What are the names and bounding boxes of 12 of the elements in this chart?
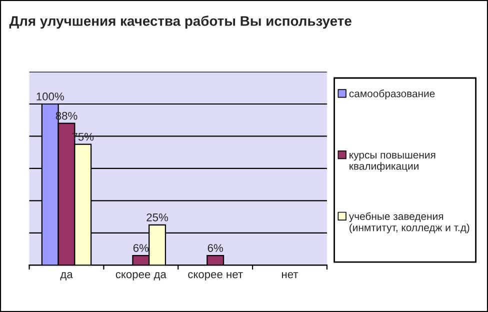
x-tick-label: скорее да [116,272,166,280]
data-label: 100% [36,92,64,100]
x-tick-label: да [60,272,73,280]
x-tick-label: скорее нет [188,272,243,280]
chart-title: Для улучшения качества работы Вы используете [9,16,352,29]
legend-label: курсы повышения квалификации [350,152,436,172]
x-tick-label: нет [282,272,298,278]
data-label: 25% [146,213,168,222]
legend-label: учебные заведения (инмтитут, колледж и т.д) [348,212,470,234]
data-label: 6% [208,244,223,252]
legend-label: самообразование [349,90,435,100]
data-label: 6% [133,244,149,252]
